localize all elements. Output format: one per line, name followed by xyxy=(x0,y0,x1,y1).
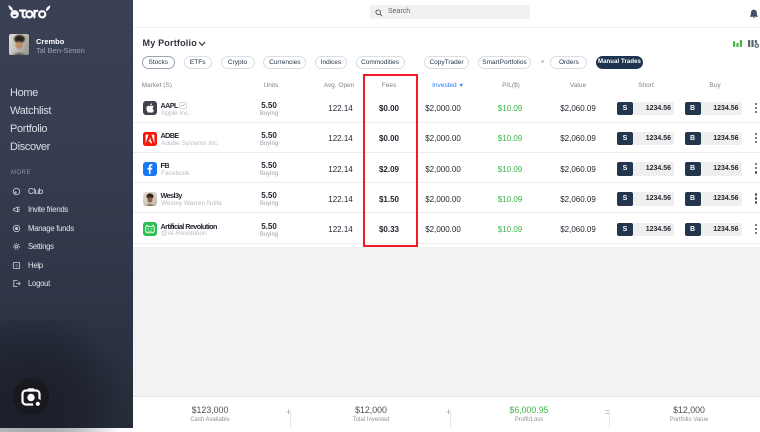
svg-text:?: ? xyxy=(15,263,18,269)
